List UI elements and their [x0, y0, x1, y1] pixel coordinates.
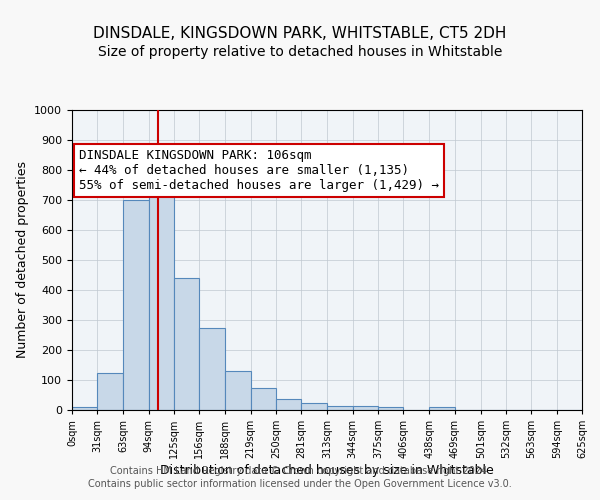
Bar [430, 407, 455, 410]
Bar [353, 406, 378, 410]
Bar [174, 278, 199, 410]
X-axis label: Distribution of detached houses by size in Whitstable: Distribution of detached houses by size … [160, 464, 494, 477]
Bar [72, 407, 97, 410]
Bar [149, 176, 174, 410]
Text: Contains HM Land Registry data © Crown copyright and database right 2024.: Contains HM Land Registry data © Crown c… [110, 466, 490, 476]
Text: Size of property relative to detached houses in Whitstable: Size of property relative to detached ho… [98, 45, 502, 59]
Bar [226, 371, 251, 410]
Bar [328, 406, 353, 410]
Y-axis label: Number of detached properties: Number of detached properties [16, 162, 29, 358]
Bar [199, 328, 226, 410]
Text: DINSDALE KINGSDOWN PARK: 106sqm
← 44% of detached houses are smaller (1,135)
55%: DINSDALE KINGSDOWN PARK: 106sqm ← 44% of… [79, 149, 439, 192]
Bar [276, 398, 301, 410]
Bar [251, 388, 276, 410]
Bar [378, 407, 403, 410]
Bar [97, 372, 124, 410]
Text: DINSDALE, KINGSDOWN PARK, WHITSTABLE, CT5 2DH: DINSDALE, KINGSDOWN PARK, WHITSTABLE, CT… [94, 26, 506, 41]
Bar [124, 200, 149, 410]
Text: Contains public sector information licensed under the Open Government Licence v3: Contains public sector information licen… [88, 479, 512, 489]
Bar [301, 404, 328, 410]
